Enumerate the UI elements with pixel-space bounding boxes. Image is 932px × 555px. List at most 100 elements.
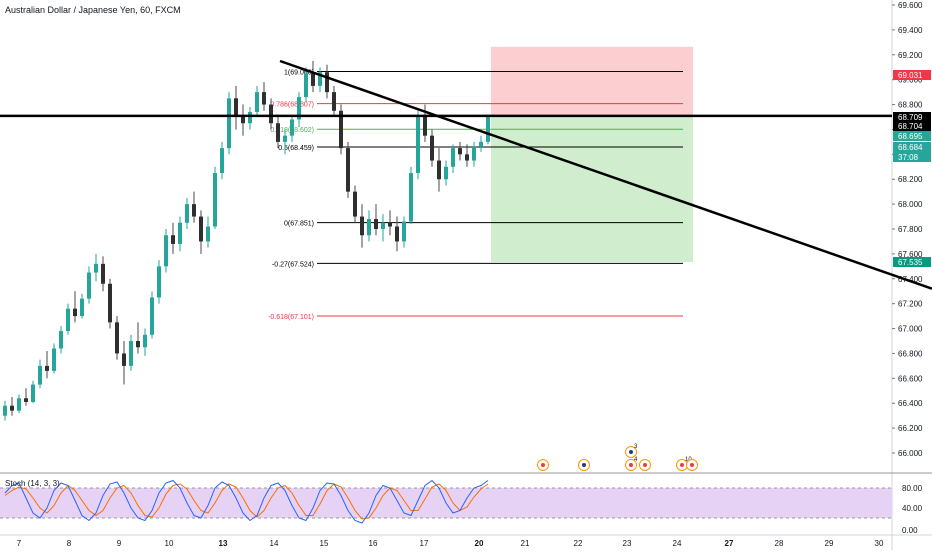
time-tick-label: 13 <box>219 539 228 548</box>
candle-body <box>409 173 413 222</box>
candle-body <box>423 117 427 136</box>
candle-body <box>31 384 35 402</box>
price-tick-label: 67.600 <box>898 250 923 259</box>
candle-body <box>164 235 168 267</box>
candle-body <box>283 135 287 142</box>
candle <box>52 343 56 374</box>
candle-body <box>318 72 322 86</box>
candle-body <box>66 308 70 332</box>
candle-body <box>129 341 133 366</box>
candle-body <box>38 365 42 385</box>
trendline[interactable] <box>279 59 932 290</box>
time-tick-label: 28 <box>775 539 784 548</box>
price-tick-label: 69.400 <box>898 26 923 35</box>
price-label-badge[interactable]: 68.709 <box>893 112 931 122</box>
candle-body <box>430 135 434 161</box>
fib-level-label: -0.618(67.101) <box>268 314 314 321</box>
stop-loss-zone[interactable] <box>491 46 693 116</box>
candle-body <box>388 222 392 227</box>
fib-level-label: 0.786(68.807) <box>270 102 314 109</box>
candle <box>353 185 357 223</box>
event-flag-icon[interactable] <box>639 459 651 471</box>
price-label-badge[interactable]: 68.684 <box>893 142 931 152</box>
candle <box>234 85 238 130</box>
candle-body <box>248 112 252 124</box>
chart-title: Australian Dollar / Japanese Yen, 60, FX… <box>5 5 181 15</box>
price-label-badge[interactable]: 67.535 <box>893 257 931 267</box>
price-tick-label: 68.200 <box>898 175 923 184</box>
candle-body <box>59 331 63 349</box>
candle-body <box>339 110 343 149</box>
time-tick-label: 29 <box>825 539 834 548</box>
event-count: 10 <box>685 457 692 463</box>
event-flag-icon[interactable]: 4 <box>625 457 639 471</box>
time-tick-label: 7 <box>17 539 22 548</box>
candle <box>213 166 217 229</box>
candle-body <box>290 119 294 136</box>
candle <box>262 82 266 111</box>
time-tick-label: 23 <box>623 539 632 548</box>
time-tick-label: 15 <box>320 539 329 548</box>
fib-level-label: -0.27(67.524) <box>272 261 314 268</box>
event-count: 3 <box>634 444 638 450</box>
event-flag-icon[interactable] <box>686 459 698 471</box>
price-label-text: 69.031 <box>898 71 923 80</box>
candle <box>276 114 280 149</box>
candle-body <box>367 219 371 236</box>
time-tick-label: 27 <box>725 539 734 548</box>
candle <box>402 216 406 248</box>
price-axis[interactable]: 69.60069.40069.20069.00068.80068.60068.4… <box>892 1 931 535</box>
fib-level-label: 0.5(68.459) <box>278 145 314 152</box>
candle-body <box>150 297 154 335</box>
candle-body <box>353 191 357 217</box>
candle-body <box>297 97 301 120</box>
candle <box>255 85 259 117</box>
candle-body <box>444 166 448 180</box>
price-label-badge[interactable]: 69.031 <box>893 70 931 80</box>
take-profit-zone[interactable] <box>491 115 693 262</box>
price-label-badge[interactable]: 68.695 <box>893 131 931 141</box>
short-position-tool[interactable] <box>491 46 693 262</box>
price-tick-label: 66.800 <box>898 349 923 358</box>
price-label-badge[interactable]: 37:08 <box>893 152 931 162</box>
fib-level-label: 0(67.851) <box>284 221 314 228</box>
candle <box>381 214 385 242</box>
candle-body <box>87 272 91 299</box>
candle <box>80 293 84 319</box>
event-flag-icon[interactable] <box>537 459 549 471</box>
candle-body <box>451 148 455 167</box>
main-pane-bg <box>0 0 892 472</box>
candle <box>157 260 161 304</box>
stoch-k-line <box>4 479 489 524</box>
au-flag-icon[interactable] <box>578 459 590 471</box>
time-tick-label: 20 <box>475 539 484 548</box>
candle <box>192 191 196 223</box>
price-label-bg <box>893 121 931 131</box>
price-label-bg <box>893 257 931 267</box>
candle-body <box>108 283 112 323</box>
events-layer[interactable]: 3 4 10 <box>537 444 698 471</box>
candle <box>283 129 287 155</box>
candle <box>17 394 21 414</box>
drawings-layer[interactable] <box>0 59 932 290</box>
candle <box>178 216 182 252</box>
au-flag-icon[interactable]: 3 <box>625 444 639 458</box>
time-axis[interactable]: 7 8 9 10 13 14 15 16 17 20 21 22 23 24 27 28 29 30 <box>17 539 884 548</box>
price-label-bg <box>893 112 931 122</box>
candle <box>38 359 42 389</box>
candle-body <box>192 204 196 217</box>
candle <box>94 253 98 282</box>
candle <box>66 303 70 335</box>
price-label-badge[interactable]: 68.704 <box>893 121 931 131</box>
price-label-text: 68.704 <box>898 122 923 131</box>
candle-body <box>325 72 329 93</box>
candle <box>388 210 392 236</box>
candle <box>451 144 455 173</box>
candle <box>248 107 252 130</box>
candle <box>129 334 133 371</box>
event-dot <box>690 463 694 467</box>
event-dot <box>643 463 647 467</box>
